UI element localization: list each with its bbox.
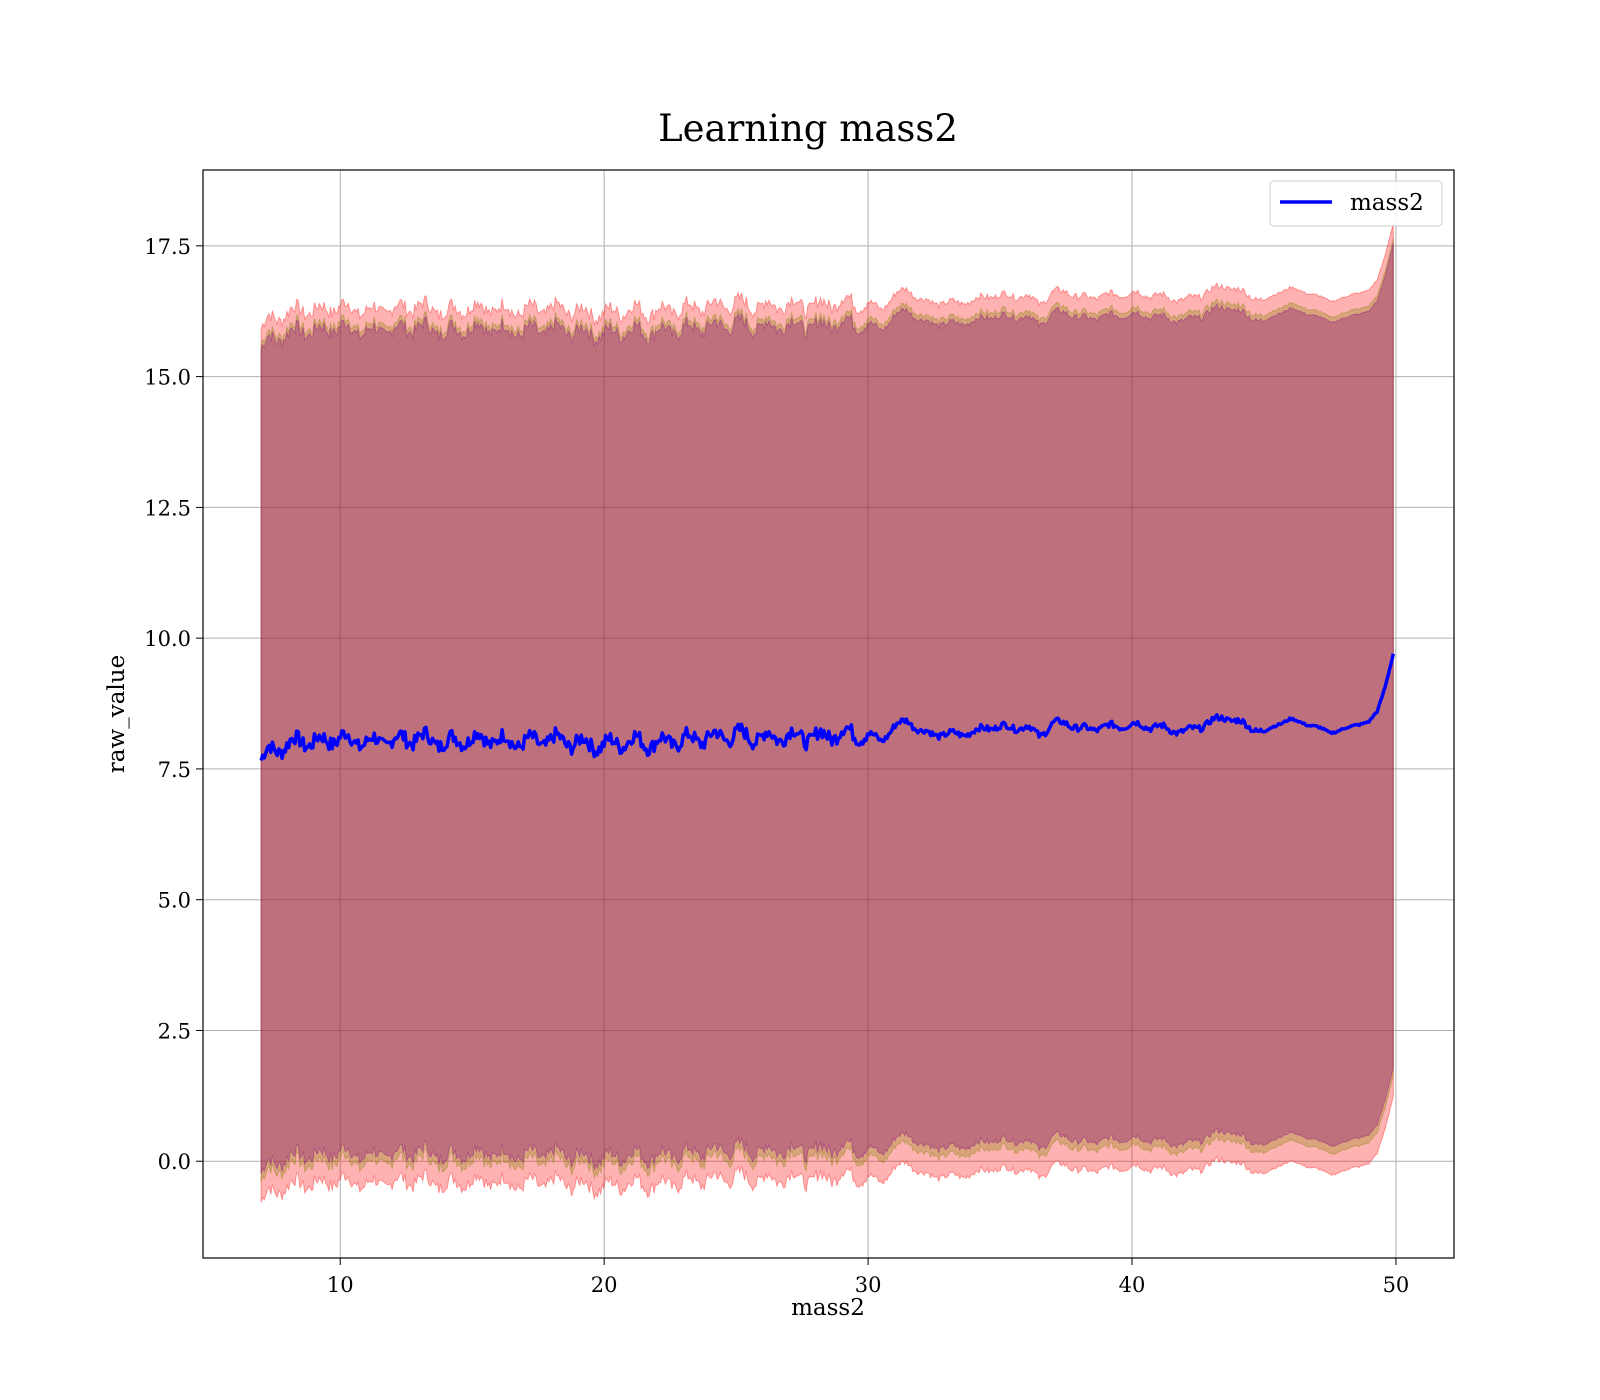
- x-axis-ticks: 10 20 30 40 50: [327, 1258, 1409, 1297]
- x-tick-label-0: 10: [327, 1273, 354, 1297]
- x-tick-label-3: 40: [1119, 1273, 1146, 1297]
- series-line-mass2: [259, 653, 1396, 762]
- y-tick-label-6: 15.0: [144, 366, 191, 390]
- chart-title: Learning mass2: [658, 107, 958, 150]
- x-tick-label-1: 20: [591, 1273, 618, 1297]
- y-tick-label-7: 17.5: [144, 235, 191, 259]
- band-1: [260, 237, 1394, 1182]
- y-tick-label-4: 10.0: [144, 627, 191, 651]
- band-2: [260, 242, 1394, 1174]
- x-axis-label: mass2: [791, 1295, 865, 1321]
- legend-label-mass2: mass2: [1350, 190, 1424, 216]
- y-tick-label-2: 5.0: [158, 889, 191, 913]
- legend-box: [1269, 180, 1443, 227]
- y-axis-label: raw_value: [104, 655, 130, 773]
- series-lines: [259, 653, 1396, 762]
- y-tick-label-3: 7.5: [158, 758, 191, 782]
- x-tick-label-2: 30: [855, 1273, 882, 1297]
- legend: mass2: [1269, 180, 1443, 227]
- y-axis-ticks: 0.0 2.5 5.0 7.5 10.0 12.5 15.0 17.5: [144, 235, 203, 1174]
- x-tick-label-4: 50: [1383, 1273, 1410, 1297]
- y-tick-label-1: 2.5: [158, 1019, 191, 1043]
- y-tick-label-0: 0.0: [158, 1150, 191, 1174]
- confidence-bands: [260, 222, 1394, 1203]
- band-0: [260, 222, 1394, 1203]
- plot-area-frame: [202, 169, 1455, 1259]
- grid: [203, 170, 1454, 1258]
- y-tick-label-5: 12.5: [144, 496, 191, 520]
